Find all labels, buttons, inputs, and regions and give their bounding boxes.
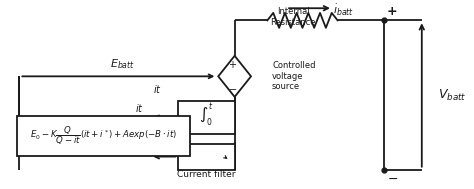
Text: $i^*$: $i^*$ — [133, 139, 144, 153]
Text: Current filter: Current filter — [177, 170, 236, 179]
Text: $E_0 - K\dfrac{Q}{Q-it}(it+i^*) + Aexp(-B \cdot it)$: $E_0 - K\dfrac{Q}{Q-it}(it+i^*) + Aexp(-… — [30, 125, 177, 147]
FancyBboxPatch shape — [179, 143, 235, 170]
Text: $it$: $it$ — [153, 83, 162, 95]
Text: Controlled
voltage
source: Controlled voltage source — [272, 61, 316, 91]
Text: $\mathit{E}_{batt}$: $\mathit{E}_{batt}$ — [110, 57, 135, 71]
Text: $-$: $-$ — [387, 171, 398, 184]
Text: $-$: $-$ — [228, 83, 237, 93]
Text: Internal
Resistance: Internal Resistance — [270, 7, 316, 27]
Text: $\dot{\imath}_{batt}$: $\dot{\imath}_{batt}$ — [333, 2, 354, 18]
Text: $\int_0^t$: $\int_0^t$ — [199, 102, 214, 129]
FancyBboxPatch shape — [179, 101, 235, 134]
FancyBboxPatch shape — [17, 116, 190, 156]
Text: $it$: $it$ — [135, 102, 144, 114]
Text: +: + — [228, 60, 237, 70]
Text: +: + — [387, 5, 397, 19]
Text: $\mathit{V}_{batt}$: $\mathit{V}_{batt}$ — [438, 88, 467, 103]
